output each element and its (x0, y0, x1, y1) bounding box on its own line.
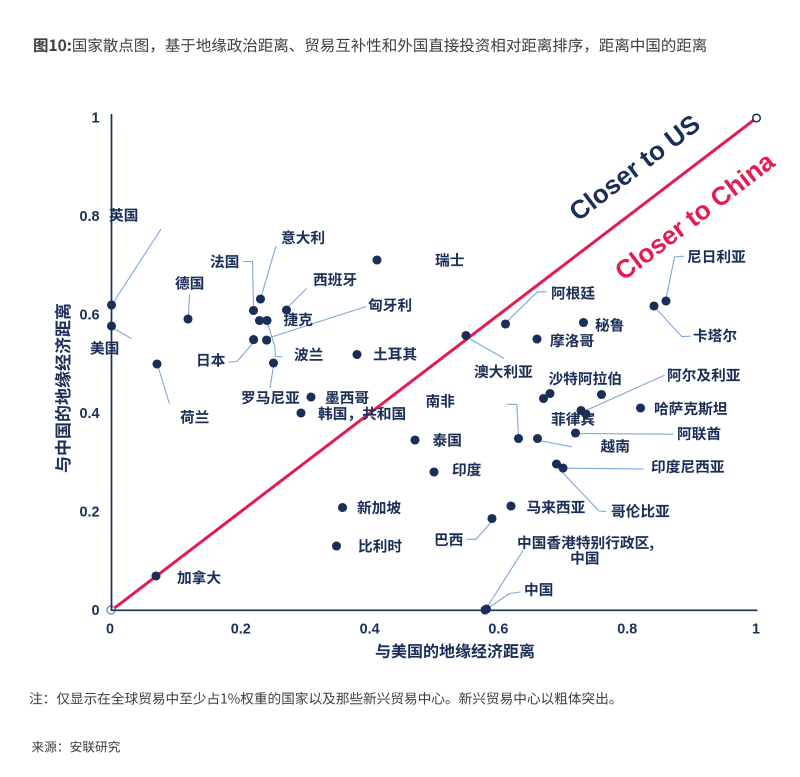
svg-text:1: 1 (91, 111, 99, 127)
svg-text:0.2: 0.2 (79, 505, 99, 521)
svg-text:0.6: 0.6 (79, 308, 99, 324)
svg-text:0.4: 0.4 (360, 622, 380, 638)
svg-text:0: 0 (91, 603, 99, 619)
svg-text:0: 0 (106, 622, 114, 638)
svg-text:0.6: 0.6 (488, 622, 508, 638)
svg-text:0.4: 0.4 (79, 406, 99, 422)
svg-text:0.8: 0.8 (79, 209, 99, 225)
svg-text:0.8: 0.8 (617, 622, 637, 638)
svg-text:1: 1 (752, 622, 760, 638)
svg-text:0.2: 0.2 (231, 622, 251, 638)
